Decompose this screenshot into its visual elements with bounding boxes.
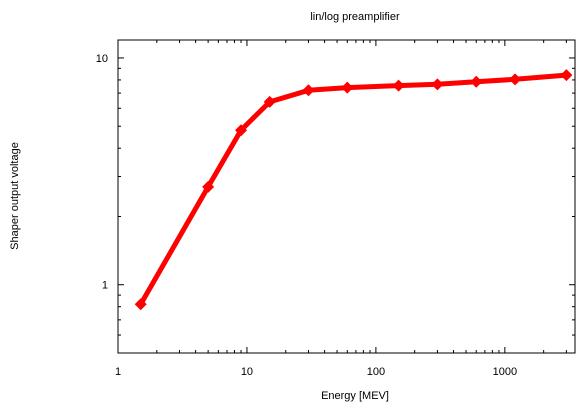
series-line bbox=[138, 72, 569, 307]
y-axis-label: Shaper output voltage bbox=[9, 142, 21, 250]
chart-title: lin/log preamplifier bbox=[310, 11, 400, 23]
data-point bbox=[560, 69, 573, 82]
series-layer bbox=[134, 69, 573, 311]
data-point bbox=[470, 75, 483, 88]
y-axis: 1 10 bbox=[96, 53, 575, 354]
data-point bbox=[302, 84, 315, 97]
data-point bbox=[263, 95, 276, 108]
x-tick-label: 1000 bbox=[493, 366, 517, 378]
data-point bbox=[392, 79, 405, 92]
data-point bbox=[341, 81, 354, 94]
x-tick-label: 10 bbox=[241, 366, 253, 378]
data-point bbox=[509, 73, 522, 86]
data-point bbox=[134, 298, 147, 311]
plot-area bbox=[117, 39, 576, 354]
data-point bbox=[202, 180, 215, 193]
x-tick-label: 1 bbox=[115, 366, 121, 378]
x-tick-label: 100 bbox=[367, 366, 385, 378]
y-tick-label: 10 bbox=[96, 53, 108, 65]
x-axis-label: Energy [MEV] bbox=[321, 390, 389, 402]
y-tick-label: 1 bbox=[102, 280, 108, 292]
x-axis: 1 10 100 1000 bbox=[115, 40, 567, 378]
data-point bbox=[431, 78, 444, 91]
data-point bbox=[235, 124, 248, 137]
